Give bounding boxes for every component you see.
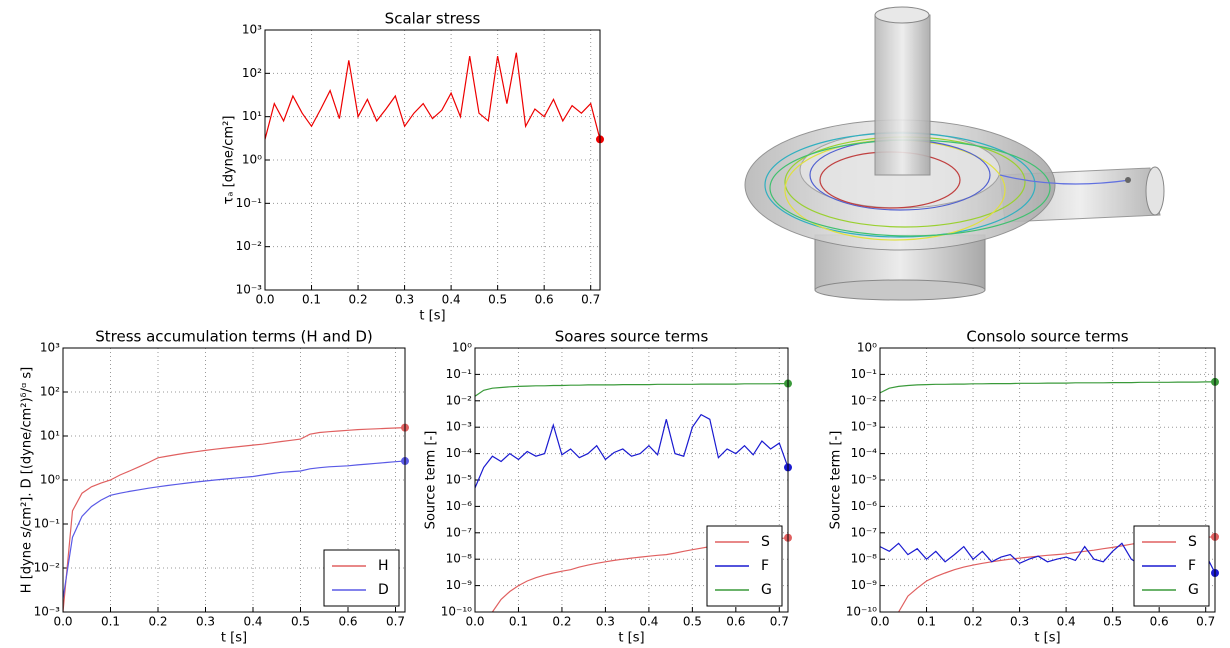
outlet-point [1125,177,1131,183]
y-axis-label: Source term [-] [424,431,439,530]
y-tick-label: 10⁻¹ [446,367,473,381]
x-tick-label: 0.6 [338,615,357,629]
x-tick-label: 0.2 [552,615,571,629]
y-tick-label: 10⁻³ [851,420,878,434]
y-tick-label: 10⁻² [236,239,263,253]
chart-title: Scalar stress [385,10,481,28]
x-tick-label: 0.2 [148,615,167,629]
y-tick-label: 10¹ [40,429,60,443]
chart: 10⁻³10⁻²10⁻¹10⁰10¹10²10³0.00.10.20.30.40… [20,328,410,646]
y-tick-label: 10⁻⁵ [851,473,878,487]
legend-label: S [1188,534,1197,550]
y-tick-label: 10⁰ [242,153,262,167]
outlet-end [1146,167,1164,215]
y-tick-label: 10⁰ [857,341,877,355]
x-tick-label: 0.4 [442,293,461,307]
x-tick-label: 0.6 [535,293,554,307]
y-tick-label: 10⁻² [34,561,61,575]
inlet-top [875,7,929,23]
inlet-pipe [875,15,930,175]
x-tick-label: 0.2 [349,293,368,307]
y-axis-label: H [dyne s/cm²]. D [(dyne/cm²)ᵟ/ᵅ s] [20,367,35,593]
legend-label: D [378,582,389,598]
legend-label: F [1188,558,1196,574]
figure: 10⁻³ 10⁻² 10⁻¹ 10⁰ 10¹ 10² 10³ 0.0 0.1 0.2 0.3 0.4 0… [0,0,1230,648]
y-tick-label: 10² [40,385,60,399]
x-tick-label: 0.1 [101,615,120,629]
chart-title: Consolo source terms [966,328,1128,346]
y-tick-label: 10⁻⁵ [446,473,473,487]
y-axis-label: τₐ [dyne/cm²] [222,116,237,205]
x-tick-label: 0.1 [917,615,936,629]
x-tick-label: 0.7 [581,293,600,307]
x-tick-label: 0.1 [302,293,321,307]
y-tick-label: 10³ [242,23,262,37]
x-tick-label: 0.5 [488,293,507,307]
x-tick-label: 0.5 [1103,615,1122,629]
y-tick-label: 10⁻⁶ [851,499,878,513]
base-bottom [815,280,985,300]
y-tick-label: 10⁻⁶ [446,499,473,513]
x-tick-label: 0.0 [255,293,274,307]
y-tick-label: 10⁻¹ [34,517,61,531]
y-tick-label: 10² [242,66,262,80]
y-tick-label: 10³ [40,341,60,355]
x-tick-label: 0.5 [683,615,702,629]
x-axis-label: t [s] [618,631,644,646]
y-tick-label: 10⁻⁹ [446,578,473,592]
x-axis-label: t [s] [1034,631,1060,646]
x-tick-label: 0.3 [1010,615,1029,629]
x-tick-label: 0.7 [1196,615,1215,629]
y-tick-label: 10⁻³ [446,420,473,434]
x-tick-label: 0.3 [196,615,215,629]
x-tick-label: 0.0 [53,615,72,629]
y-tick-label: 10⁻⁷ [446,525,473,539]
x-tick-label: 0.3 [596,615,615,629]
x-tick-label: 0.5 [291,615,310,629]
legend: SFG [707,526,782,606]
x-tick-label: 0.1 [509,615,528,629]
x-axis-label: t [s] [221,631,247,646]
chart-title: Stress accumulation terms (H and D) [95,328,373,346]
x-axis-label: t [s] [419,309,445,324]
y-axis-label: Source term [-] [829,431,844,530]
chart-title: Soares source terms [555,328,709,346]
y-tick-label: 10¹ [242,109,262,123]
x-tick-label: 0.4 [1057,615,1076,629]
chart: 10⁻¹⁰10⁻⁹10⁻⁸10⁻⁷10⁻⁶10⁻⁵10⁻⁴10⁻³10⁻²10⁻… [829,328,1220,646]
y-tick-label: 10⁻² [851,393,878,407]
y-tick-label: 10⁻¹ [851,367,878,381]
y-tick-label: 10⁻² [446,393,473,407]
x-tick-label: 0.3 [395,293,414,307]
chart: 10⁻¹⁰10⁻⁹10⁻⁸10⁻⁷10⁻⁶10⁻⁵10⁻⁴10⁻³10⁻²10⁻… [424,328,793,646]
x-tick-label: 0.7 [386,615,405,629]
legend-label: F [761,558,769,574]
x-tick-label: 0.7 [770,615,789,629]
legend: SFG [1134,526,1209,606]
legend: HD [324,550,399,606]
y-tick-label: 10⁻⁷ [851,525,878,539]
y-tick-label: 10⁰ [452,341,472,355]
x-tick-label: 0.4 [243,615,262,629]
x-tick-label: 0.4 [639,615,658,629]
x-tick-label: 0.6 [1150,615,1169,629]
y-tick-label: 10⁻⁴ [851,446,878,460]
legend-label: H [378,558,389,574]
x-tick-label: 0.6 [726,615,745,629]
y-tick-label: 10⁻⁸ [851,552,878,566]
legend-label: S [761,534,770,550]
x-tick-label: 0.2 [964,615,983,629]
y-tick-label: 10⁻¹ [236,196,263,210]
x-tick-label: 0.0 [465,615,484,629]
y-tick-label: 10⁰ [40,473,60,487]
y-tick-label: 10⁻⁹ [851,578,878,592]
pump-render [745,7,1164,300]
y-tick-label: 10⁻⁸ [446,552,473,566]
legend-label: G [761,582,772,598]
y-tick-label: 10⁻⁴ [446,446,473,460]
legend-label: G [1188,582,1199,598]
x-tick-label: 0.0 [870,615,889,629]
